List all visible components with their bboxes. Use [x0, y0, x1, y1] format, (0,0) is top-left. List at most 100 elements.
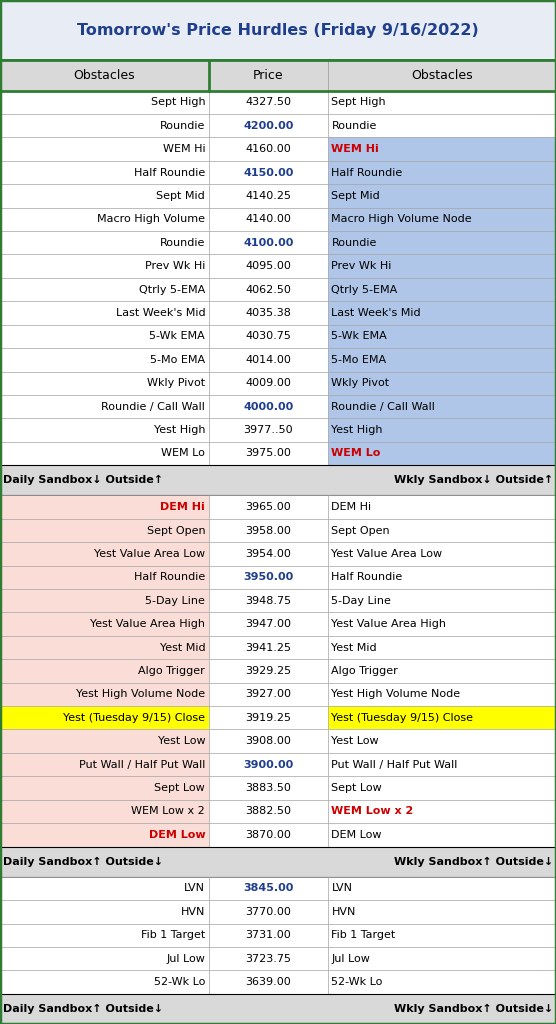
Text: Yest Value Area High: Yest Value Area High: [331, 620, 446, 629]
Text: 52-Wk Lo: 52-Wk Lo: [331, 977, 383, 987]
Text: Obstacles: Obstacles: [73, 69, 135, 82]
Bar: [208, 971, 328, 993]
Bar: [208, 184, 328, 208]
Text: Daily Sandbox↑ Outside↓: Daily Sandbox↑ Outside↓: [3, 1004, 163, 1014]
Bar: [0, 971, 208, 993]
Text: Yest (Tuesday 9/15) Close: Yest (Tuesday 9/15) Close: [63, 713, 205, 723]
Text: 3977..50: 3977..50: [244, 425, 293, 435]
Text: Put Wall / Half Put Wall: Put Wall / Half Put Wall: [79, 760, 205, 770]
Bar: [328, 325, 556, 348]
Bar: [0, 208, 208, 231]
Text: Yest Value Area Low: Yest Value Area Low: [331, 549, 443, 559]
Text: 3941.25: 3941.25: [245, 642, 291, 652]
Bar: [0, 823, 208, 847]
Bar: [328, 636, 556, 659]
Text: Yest High Volume Node: Yest High Volume Node: [76, 689, 205, 699]
Text: Tomorrow's Price Hurdles (Friday 9/16/2022): Tomorrow's Price Hurdles (Friday 9/16/20…: [77, 23, 479, 38]
Text: Sept Mid: Sept Mid: [331, 190, 380, 201]
Bar: [0, 683, 208, 707]
Bar: [0, 659, 208, 683]
Bar: [0, 184, 208, 208]
Bar: [208, 707, 328, 729]
Bar: [208, 800, 328, 823]
Text: 3639.00: 3639.00: [245, 977, 291, 987]
Text: 3927.00: 3927.00: [245, 689, 291, 699]
Text: 4327.50: 4327.50: [245, 97, 291, 108]
Bar: [0, 419, 208, 441]
Text: Sept Mid: Sept Mid: [156, 190, 205, 201]
Text: 4100.00: 4100.00: [243, 238, 294, 248]
Bar: [0, 278, 208, 301]
Text: Fib 1 Target: Fib 1 Target: [141, 930, 205, 940]
Text: Half Roundie: Half Roundie: [331, 572, 403, 583]
Bar: [0, 753, 208, 776]
Bar: [0, 589, 208, 612]
Bar: [0, 348, 208, 372]
Bar: [328, 900, 556, 924]
Bar: [328, 519, 556, 542]
Bar: [328, 419, 556, 441]
Text: 3929.25: 3929.25: [245, 666, 291, 676]
Text: 3870.00: 3870.00: [245, 829, 291, 840]
Bar: [208, 823, 328, 847]
Bar: [208, 753, 328, 776]
Text: 5-Mo EMA: 5-Mo EMA: [331, 355, 386, 365]
Text: Qtrly 5-EMA: Qtrly 5-EMA: [139, 285, 205, 295]
Bar: [208, 301, 328, 325]
Text: Yest Value Area High: Yest Value Area High: [90, 620, 205, 629]
Text: 3770.00: 3770.00: [245, 907, 291, 916]
Bar: [328, 924, 556, 947]
Text: WEM Low x 2: WEM Low x 2: [131, 807, 205, 816]
Text: Jul Low: Jul Low: [166, 953, 205, 964]
Bar: [208, 542, 328, 565]
Text: 4014.00: 4014.00: [245, 355, 291, 365]
Text: WEM Hi: WEM Hi: [331, 144, 379, 155]
Text: 3958.00: 3958.00: [245, 525, 291, 536]
Text: Macro High Volume: Macro High Volume: [97, 214, 205, 224]
Text: 3908.00: 3908.00: [245, 736, 291, 746]
Bar: [0, 496, 208, 519]
Text: Sept High: Sept High: [331, 97, 386, 108]
Text: Half Roundie: Half Roundie: [331, 168, 403, 177]
Bar: [0, 993, 556, 1024]
Text: 3731.00: 3731.00: [245, 930, 291, 940]
Text: 5-Day Line: 5-Day Line: [145, 596, 205, 606]
Text: HVN: HVN: [181, 907, 205, 916]
Text: Roundie: Roundie: [331, 121, 377, 131]
Text: WEM Hi: WEM Hi: [162, 144, 205, 155]
Bar: [208, 231, 328, 255]
Text: 4150.00: 4150.00: [243, 168, 294, 177]
Bar: [0, 565, 208, 589]
Text: Price: Price: [253, 69, 284, 82]
Bar: [0, 800, 208, 823]
Text: Sept Low: Sept Low: [155, 783, 205, 793]
Bar: [0, 0, 556, 60]
Bar: [208, 395, 328, 419]
Bar: [328, 776, 556, 800]
Text: 3954.00: 3954.00: [245, 549, 291, 559]
Text: Wkly Sandbox↑ Outside↓: Wkly Sandbox↑ Outside↓: [394, 1004, 553, 1014]
Bar: [0, 60, 556, 90]
Bar: [328, 90, 556, 114]
Bar: [0, 707, 208, 729]
Bar: [208, 208, 328, 231]
Text: 4160.00: 4160.00: [245, 144, 291, 155]
Bar: [0, 255, 208, 278]
Text: Algo Trigger: Algo Trigger: [138, 666, 205, 676]
Bar: [208, 348, 328, 372]
Text: WEM Lo: WEM Lo: [161, 449, 205, 459]
Bar: [328, 683, 556, 707]
Bar: [208, 114, 328, 137]
Bar: [328, 823, 556, 847]
Bar: [328, 496, 556, 519]
Bar: [208, 441, 328, 465]
Text: Roundie / Call Wall: Roundie / Call Wall: [331, 401, 435, 412]
Text: 4000.00: 4000.00: [243, 401, 294, 412]
Text: Wkly Pivot: Wkly Pivot: [147, 378, 205, 388]
Bar: [208, 161, 328, 184]
Bar: [0, 776, 208, 800]
Bar: [328, 231, 556, 255]
Bar: [208, 729, 328, 753]
Bar: [328, 800, 556, 823]
Text: Yest Mid: Yest Mid: [160, 642, 205, 652]
